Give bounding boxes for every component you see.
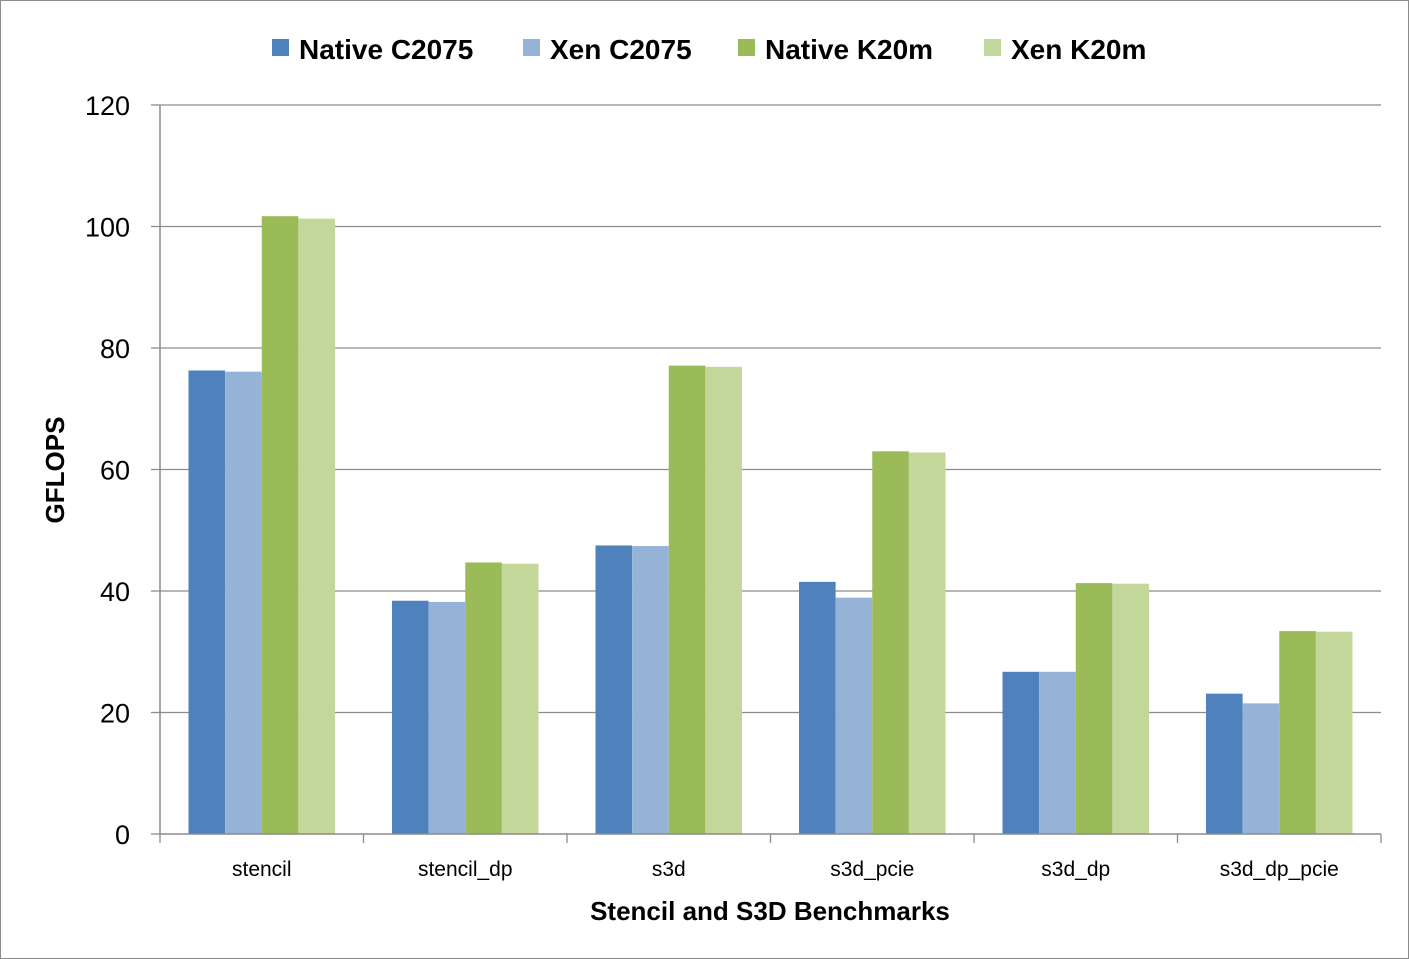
x-tick-label: s3d_dp bbox=[1041, 858, 1110, 881]
bar-stencil_dp-native-c2075 bbox=[391, 600, 429, 834]
y-tick-label: 120 bbox=[85, 91, 130, 121]
bar-s3d_dp_pcie-native-k20m bbox=[1279, 631, 1316, 834]
bar-s3d_dp_pcie-native-c2075 bbox=[1205, 693, 1243, 834]
y-tick-label: 60 bbox=[100, 456, 130, 486]
bar-stencil-native-c2075 bbox=[188, 370, 226, 834]
legend-swatch bbox=[984, 39, 1001, 56]
bar-s3d_pcie-xen-k20m bbox=[908, 452, 946, 834]
y-axis-title: GFLOPS bbox=[40, 417, 70, 524]
legend-label: Native K20m bbox=[765, 34, 933, 65]
legend-swatch bbox=[523, 39, 540, 56]
bar-stencil-xen-k20m bbox=[298, 218, 336, 835]
bar-s3d_pcie-native-c2075 bbox=[798, 581, 836, 834]
bar-s3d-xen-c2075 bbox=[632, 546, 669, 834]
bar-s3d_dp-native-c2075 bbox=[1002, 671, 1040, 834]
y-tick-label: 100 bbox=[85, 213, 130, 243]
bar-stencil-xen-c2075 bbox=[225, 371, 262, 834]
legend-swatch bbox=[738, 39, 755, 56]
bar-stencil-native-k20m bbox=[261, 216, 299, 835]
bars bbox=[188, 216, 1353, 835]
bar-s3d_dp-xen-k20m bbox=[1112, 583, 1150, 834]
bar-s3d_dp_pcie-xen-c2075 bbox=[1242, 703, 1280, 834]
bar-stencil_dp-native-k20m bbox=[465, 562, 502, 834]
bar-s3d_pcie-native-k20m bbox=[872, 451, 909, 834]
axes: 0 20 40 60 80 100 120 stencil stencil_dp s3d s3d_p… bbox=[85, 91, 1382, 881]
y-tick-label: 40 bbox=[100, 577, 130, 607]
x-tick-label: s3d bbox=[652, 858, 686, 881]
bar-stencil_dp-xen-c2075 bbox=[428, 601, 466, 834]
bar-s3d-native-c2075 bbox=[595, 545, 633, 834]
x-axis-title: Stencil and S3D Benchmarks bbox=[590, 896, 950, 926]
bar-s3d_dp-xen-c2075 bbox=[1039, 671, 1076, 834]
gridlines bbox=[160, 104, 1381, 714]
bar-s3d_dp_pcie-xen-k20m bbox=[1315, 631, 1353, 834]
bar-stencil_dp-xen-k20m bbox=[501, 563, 539, 834]
x-tick-label: stencil_dp bbox=[418, 858, 513, 881]
bar-s3d-native-k20m bbox=[668, 365, 706, 834]
y-tick-label: 0 bbox=[115, 820, 130, 850]
legend-label: Native C2075 bbox=[299, 34, 473, 65]
x-tick-label: stencil bbox=[232, 858, 292, 881]
legend: Native C2075 Xen C2075 Native K20m Xen K20m bbox=[272, 34, 1146, 65]
legend-swatch bbox=[272, 39, 289, 56]
y-tick-label: 20 bbox=[100, 699, 130, 729]
bar-s3d-xen-k20m bbox=[705, 366, 743, 834]
bar-s3d_pcie-xen-c2075 bbox=[835, 597, 873, 834]
y-tick-label: 80 bbox=[100, 334, 130, 364]
bar-s3d_dp-native-k20m bbox=[1075, 583, 1113, 834]
x-tick-label: s3d_dp_pcie bbox=[1220, 858, 1339, 881]
legend-label: Xen C2075 bbox=[550, 34, 692, 65]
x-tick-label: s3d_pcie bbox=[830, 858, 914, 881]
legend-label: Xen K20m bbox=[1011, 34, 1146, 65]
